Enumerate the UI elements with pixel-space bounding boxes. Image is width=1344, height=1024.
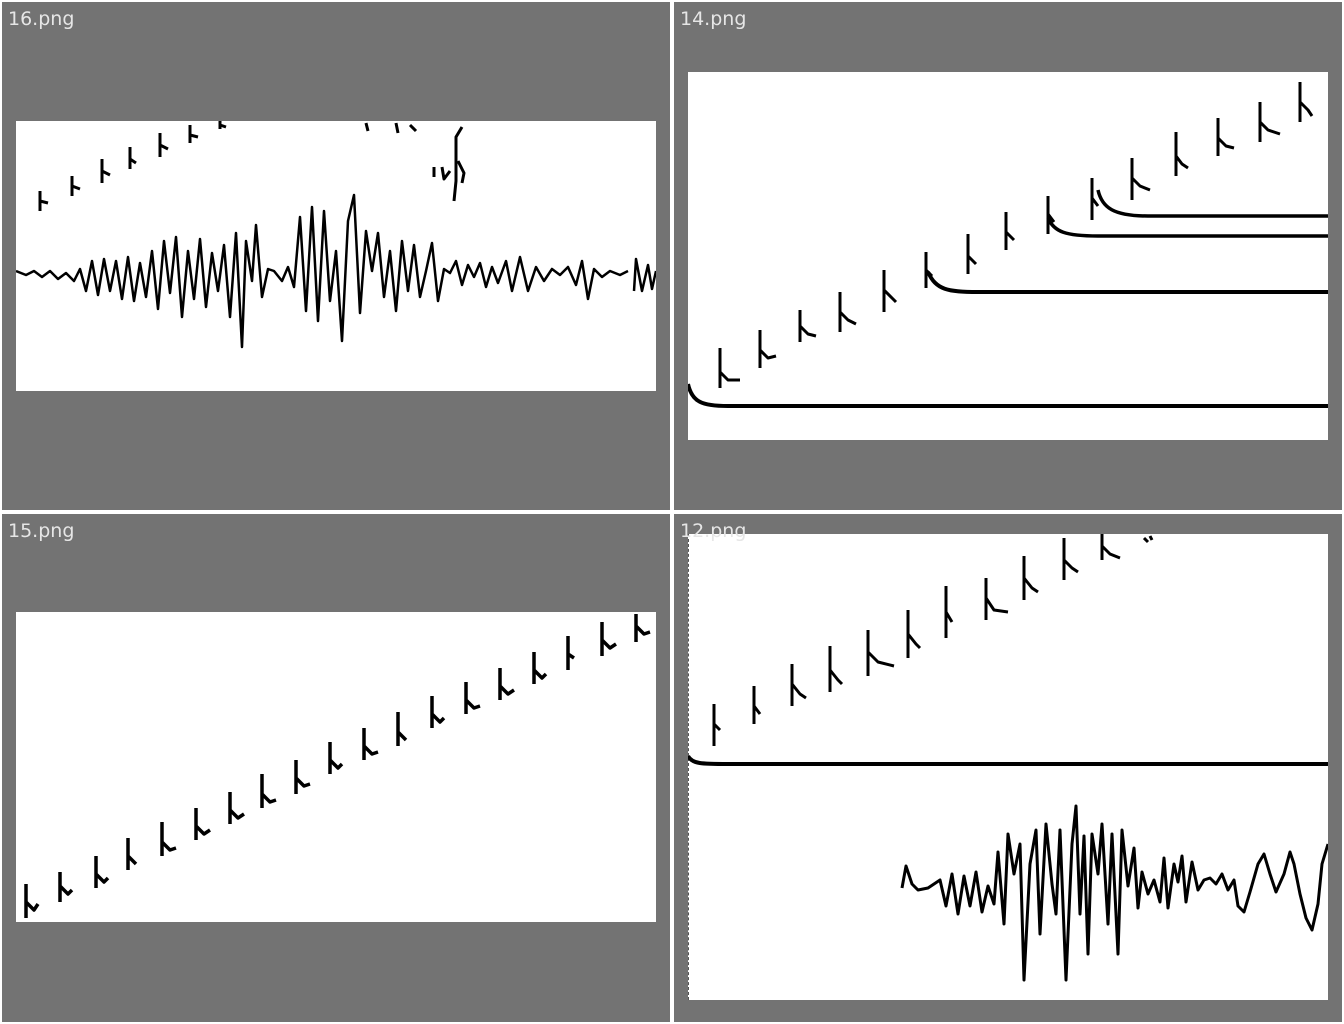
- image-thumbnail[interactable]: [688, 534, 1328, 1000]
- image-cell-12[interactable]: 12.png: [674, 514, 1342, 1022]
- image-thumbnail[interactable]: [688, 72, 1328, 440]
- ecg-trace-image: [16, 121, 656, 349]
- image-filename-label: 14.png: [680, 8, 747, 30]
- dashed-border: [688, 534, 689, 1000]
- image-thumbnail[interactable]: [16, 121, 656, 391]
- image-cell-16[interactable]: 16.png: [2, 2, 670, 510]
- ecg-trace-image: [688, 534, 1328, 982]
- image-cell-14[interactable]: 14.png: [674, 2, 1342, 510]
- image-filename-label: 15.png: [8, 520, 75, 542]
- ecg-trace-image: [688, 82, 1328, 408]
- image-cell-15[interactable]: 15.png: [2, 514, 670, 1022]
- image-filename-label: 12.png: [680, 520, 747, 542]
- image-thumbnail[interactable]: [16, 612, 656, 922]
- image-filename-label: 16.png: [8, 8, 75, 30]
- ecg-trace-image: [24, 614, 651, 918]
